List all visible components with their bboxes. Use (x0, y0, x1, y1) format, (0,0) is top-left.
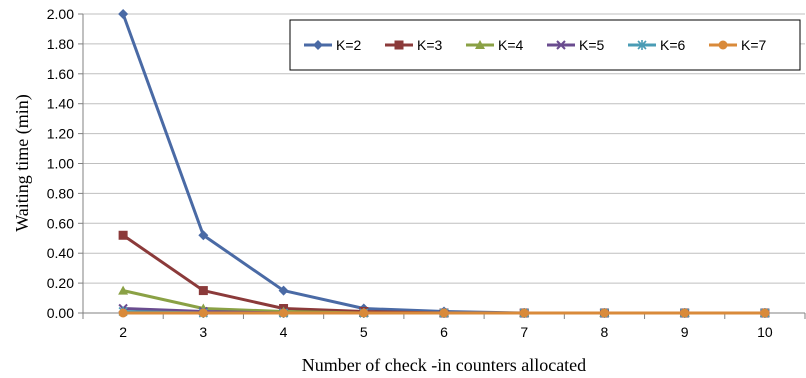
y-tick-label: 1.80 (47, 36, 74, 52)
x-tick-label: 5 (360, 324, 368, 340)
y-tick-label: 0.00 (47, 305, 74, 321)
legend-item: K=7 (709, 37, 767, 53)
y-tick-label: 2.00 (47, 6, 74, 22)
y-tick-label: 0.40 (47, 245, 74, 261)
legend-label: K=7 (741, 37, 767, 53)
data-point (439, 308, 449, 318)
data-point (519, 308, 529, 318)
y-tick-labels: 0.00 0.20 0.40 0.60 0.80 1.00 1.20 1.40 1.60 1.80… (47, 6, 74, 321)
data-point (118, 230, 128, 240)
data-point (359, 308, 369, 318)
legend-label: K=5 (579, 37, 605, 53)
data-point (198, 286, 208, 296)
data-point (760, 308, 770, 318)
x-tick-label: 2 (119, 324, 127, 340)
data-point (118, 9, 129, 19)
legend-item: K=6 (628, 37, 686, 53)
x-tick-labels: 2 3 4 5 6 7 8 9 10 (119, 324, 773, 340)
x-tick-label: 6 (440, 324, 448, 340)
legend-label: K=6 (660, 37, 686, 53)
data-point (556, 40, 566, 50)
x-tick-label: 10 (757, 324, 773, 340)
legend-label: K=4 (498, 37, 524, 53)
data-point (718, 40, 728, 50)
data-point (680, 308, 690, 318)
y-tick-label: 1.40 (47, 96, 74, 112)
y-tick-label: 1.60 (47, 66, 74, 82)
data-point (313, 40, 323, 50)
x-axis-title: Number of check -in counters allocated (302, 355, 586, 375)
data-point (475, 40, 485, 49)
y-tick-label: 0.20 (47, 275, 74, 291)
y-tick-label: 1.20 (47, 126, 74, 142)
series-layer (118, 9, 770, 318)
x-tick-label: 3 (199, 324, 207, 340)
legend: K=2 K=3 K=4 K=5 K=6 K=7 (289, 19, 801, 71)
legend-label: K=3 (417, 37, 443, 53)
data-point (599, 308, 609, 318)
y-tick-label: 0.80 (47, 185, 74, 201)
data-point (637, 40, 647, 50)
legend-item: K=3 (385, 37, 443, 53)
data-point (279, 308, 289, 318)
x-tick-label: 7 (520, 324, 528, 340)
y-tick-label: 1.00 (47, 156, 74, 172)
x-tick-label: 8 (601, 324, 609, 340)
legend-label: K=2 (336, 37, 362, 53)
data-point (278, 285, 289, 296)
x-tick-label: 4 (280, 324, 288, 340)
data-point (118, 308, 128, 318)
data-point (118, 285, 129, 295)
legend-item: K=2 (304, 37, 362, 53)
data-point (394, 40, 404, 50)
legend-item: K=5 (547, 37, 605, 53)
x-tick-label: 9 (681, 324, 689, 340)
y-tick-label: 0.60 (47, 215, 74, 231)
series-k-7 (118, 308, 770, 318)
y-axis-title: Waiting time (min) (12, 94, 33, 232)
data-point (198, 308, 208, 318)
data-point (198, 230, 209, 241)
legend-item: K=4 (466, 37, 524, 53)
